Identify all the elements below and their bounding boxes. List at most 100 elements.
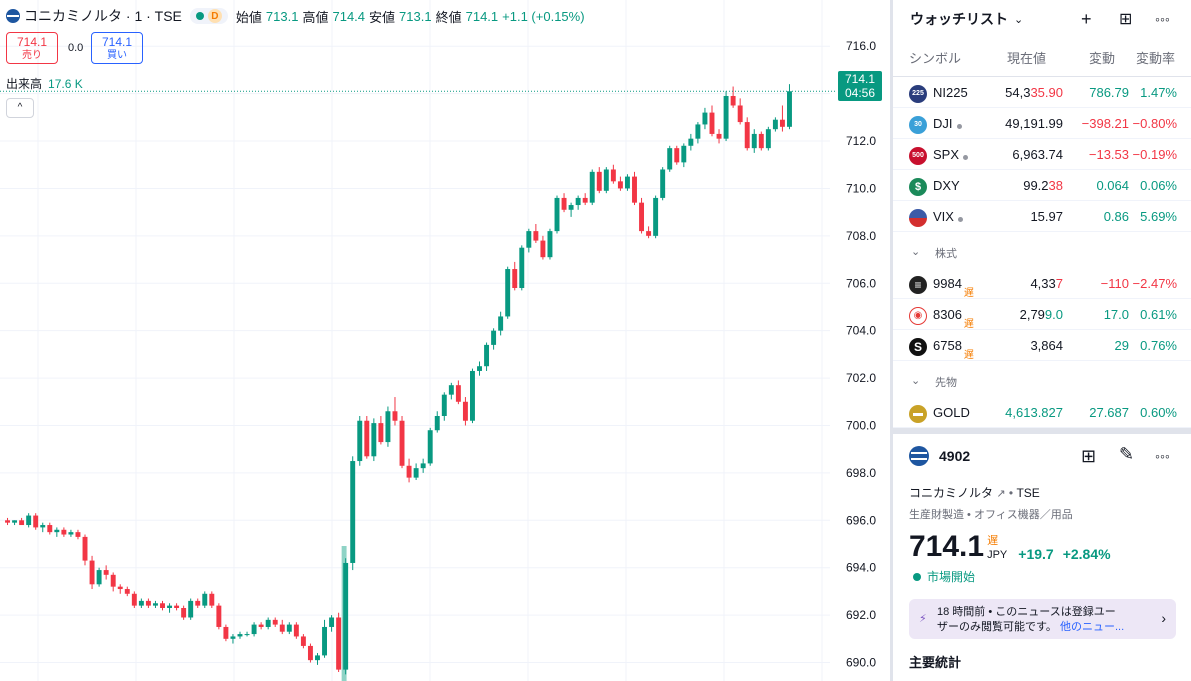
candle-body	[293, 624, 299, 637]
candle-body	[61, 529, 67, 535]
candle-body	[160, 603, 165, 608]
sector-text[interactable]: 生産財製造 • オフィス機器／用品	[909, 509, 1073, 521]
watchlist-row[interactable]: $ DXY 99.238 0.064 0.06%	[893, 170, 1191, 201]
price-tick-part: 35.90	[1030, 85, 1063, 100]
chart-symbol-title[interactable]: コニカミノルタ · 1 · TSE	[24, 8, 182, 24]
dji-icon: 30	[909, 116, 927, 134]
watchlist-rows: 225 NI225 54,335.90 786.79 1.47% 30 DJI …	[893, 77, 1191, 428]
row-symbol: NI225	[933, 85, 968, 100]
candle-body	[547, 231, 553, 258]
candle-body	[251, 624, 257, 635]
candle-body	[470, 370, 475, 421]
news-card[interactable]: ⚡ 18 時間前 • このニュースは登録ユー ザーのみ閲覧可能です。 他のニュー…	[909, 599, 1176, 639]
candle-body	[167, 605, 173, 608]
candle-body	[575, 197, 581, 206]
edit-note-icon[interactable]: ✎	[1119, 444, 1135, 464]
candle-body	[392, 411, 398, 421]
col-symbol[interactable]: シンボル	[909, 50, 962, 66]
candle-body	[272, 619, 278, 625]
close-value: 714.1	[465, 8, 499, 24]
candle-body	[765, 129, 771, 149]
exchange-name: TSE	[1016, 486, 1040, 500]
candle-body	[265, 619, 271, 627]
candle-body	[779, 119, 785, 127]
more-options-icon[interactable]: ◦◦◦	[1155, 11, 1170, 27]
section-futures[interactable]: ⌄ 先物	[893, 361, 1191, 397]
candle-body	[582, 197, 588, 203]
candle-body	[181, 608, 187, 618]
row-change: 0.86	[1103, 209, 1129, 224]
row-change-pct: 0.76%	[1140, 338, 1177, 353]
collapse-legend-button[interactable]: ^	[6, 98, 34, 118]
chevron-down-icon: ⌄	[911, 375, 921, 387]
watchlist-row[interactable]: 500 SPX 6,963.74 −13.53 −0.19%	[893, 139, 1191, 170]
price-chart[interactable]: 716.0714.0712.0710.0708.0706.0704.0702.0…	[0, 0, 890, 681]
company-name[interactable]: コニカミノルタ	[909, 486, 994, 500]
sell-button[interactable]: 714.1 売り	[6, 32, 58, 64]
row-change-pct: −0.80%	[1132, 116, 1177, 131]
watchlist-row[interactable]: VIX 15.97 0.86 5.69%	[893, 201, 1191, 232]
market-status-badge[interactable]: D	[189, 8, 228, 24]
candle-body	[47, 525, 53, 533]
stats-title: 主要統計	[909, 655, 962, 670]
panel-separator[interactable]	[893, 428, 1191, 434]
add-symbol-icon[interactable]: +	[1081, 9, 1092, 29]
detail-price-row: 714.1 遅 JPY +19.7 +2.84%	[909, 532, 1111, 563]
candle-body	[455, 385, 461, 402]
delayed-badge: 遅	[987, 535, 999, 547]
row-symbol: DJI	[933, 116, 962, 131]
row-price: 15.97	[1030, 209, 1063, 224]
external-link-icon[interactable]: ↗	[996, 488, 1006, 500]
col-price[interactable]: 現在値	[1007, 50, 1047, 66]
candle-body	[751, 133, 757, 149]
candle-body	[653, 197, 659, 236]
konica-logo-icon	[6, 9, 20, 23]
buy-label: 買い	[107, 50, 127, 61]
section-stocks[interactable]: ⌄ 株式	[893, 232, 1191, 268]
col-change-pct[interactable]: 変動率	[1136, 50, 1176, 66]
watchlist-title[interactable]: ウォッチリスト	[910, 11, 1008, 27]
row-change: 17.0	[1103, 307, 1129, 322]
candle-body	[343, 562, 349, 670]
candle-body	[378, 423, 384, 443]
watchlist-row[interactable]: ≡ 9984 遅 4,337 −110 −2.47%	[893, 268, 1191, 299]
candle-body	[40, 525, 46, 528]
y-tick-label: 706.0	[846, 276, 876, 290]
candle-body	[526, 231, 532, 248]
watchlist-row[interactable]: ▬ GOLD 4,613.827 27.687 0.60%	[893, 397, 1191, 428]
col-change[interactable]: 変動	[1089, 50, 1116, 66]
watchlist-row[interactable]: 30 DJI 49,191.99 −398.21 −0.80%	[893, 108, 1191, 139]
watchlist-row[interactable]: 225 NI225 54,335.90 786.79 1.47%	[893, 77, 1191, 108]
chevron-down-icon[interactable]: ⌄	[1014, 13, 1024, 26]
more-options-icon[interactable]: ◦◦◦	[1155, 448, 1170, 464]
watchlist-row[interactable]: S 6758 遅 3,864 29 0.76%	[893, 330, 1191, 361]
candle-body	[744, 122, 750, 149]
y-tick-label: 698.0	[846, 466, 876, 480]
candle-body	[223, 626, 229, 639]
advanced-view-icon[interactable]: ⊞	[1119, 11, 1133, 28]
ni225-icon: 225	[909, 85, 927, 103]
buy-button[interactable]: 714.1 買い	[91, 32, 143, 64]
row-symbol: 8306 遅	[933, 307, 974, 330]
layout-grid-icon[interactable]: ⊞	[1081, 446, 1097, 466]
candle-body	[33, 515, 39, 528]
row-symbol: DXY	[933, 178, 960, 193]
candle-body	[610, 169, 616, 182]
low-value: 713.1	[399, 8, 432, 24]
candle-body	[202, 593, 208, 606]
detail-symbol[interactable]: 4902	[939, 448, 971, 464]
candle-body	[491, 330, 497, 345]
market-status-text: 市場開始	[927, 570, 976, 584]
sony-icon: S	[909, 338, 927, 356]
last-price-tag: 714.1 04:56	[838, 71, 882, 101]
row-price: 3,864	[1030, 338, 1063, 353]
candle-body	[519, 247, 525, 288]
candle-body	[357, 420, 363, 462]
candle-body	[716, 133, 722, 139]
candle-body	[124, 589, 130, 594]
row-symbol: 9984 遅	[933, 276, 974, 299]
watchlist-row[interactable]: ◉ 8306 遅 2,799.0 17.0 0.61%	[893, 299, 1191, 330]
news-link[interactable]: 他のニュー...	[1059, 621, 1125, 633]
pane-divider[interactable]	[890, 0, 893, 681]
chart-pane[interactable]: 716.0714.0712.0710.0708.0706.0704.0702.0…	[0, 0, 890, 681]
